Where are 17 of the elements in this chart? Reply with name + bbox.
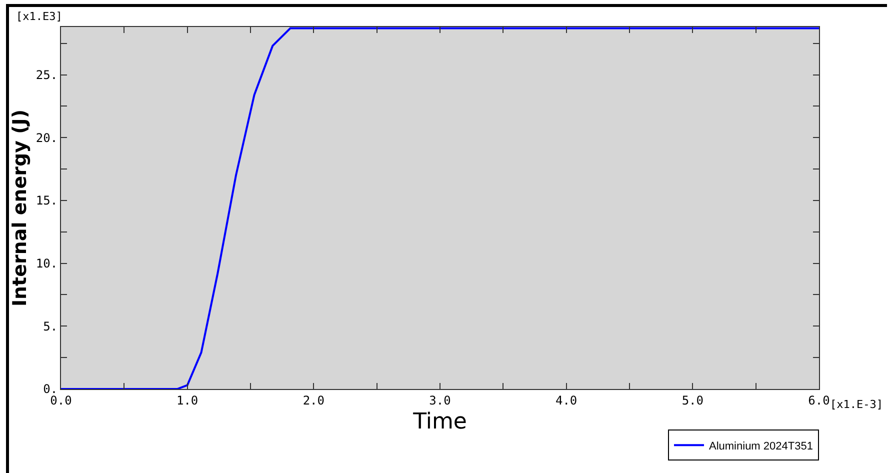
y-axis-title: Internal energy (J) [8,109,31,307]
x-tick-label: 1.0 [176,393,198,408]
x-tick-label: 3.0 [429,393,451,408]
x-tick-label: 5.0 [682,393,704,408]
x-axis-title: Time [412,409,467,434]
x-tick-label: 2.0 [302,393,325,408]
line-series [61,27,819,389]
y-tick-label: 10. [36,256,58,271]
y-tick-label: 20. [36,130,58,145]
x-tick-label: 6.0 [808,393,830,408]
y-tick-label: 5. [43,319,58,334]
legend-label: Aluminium 2024T351 [709,440,813,452]
text: [x1.E-3] [830,398,883,411]
text: [x1.E3] [16,10,62,23]
y-tick-label: 15. [36,194,58,208]
y-tick-label: 25. [36,68,58,82]
x-tick-label: 4.0 [555,393,578,408]
